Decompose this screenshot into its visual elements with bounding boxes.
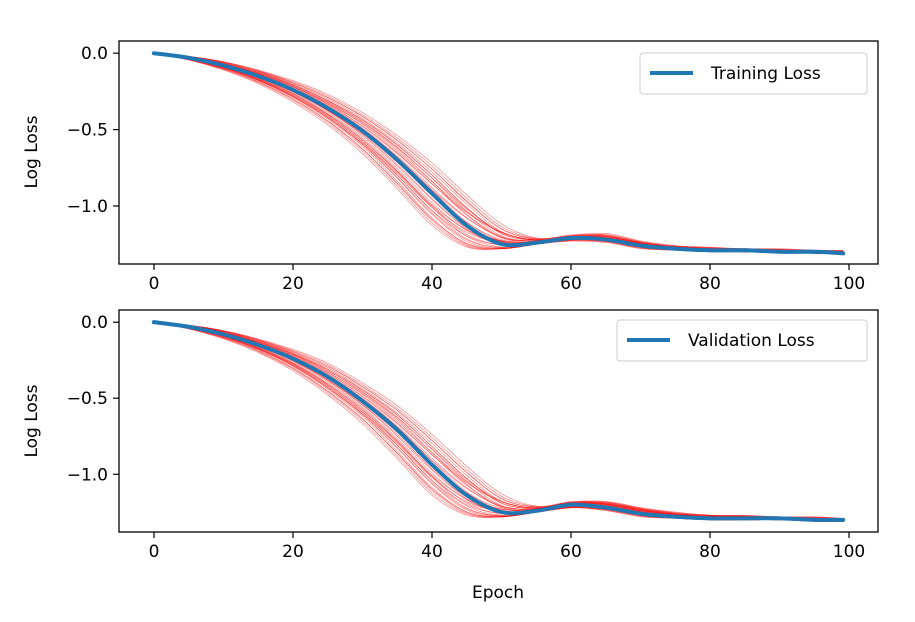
- y-tick-label: 0.0: [81, 44, 108, 64]
- training-legend-box: [639, 52, 868, 95]
- x-tick-label: 40: [421, 274, 443, 294]
- y-tick: −0.5: [67, 121, 119, 141]
- x-axis-label: Epoch: [472, 583, 524, 603]
- validation-panel: 0 20 40 60 80 100 0.0 −0.5 −1.0 Log Loss…: [22, 309, 879, 603]
- validation-legend-label: Validation Loss: [688, 331, 815, 351]
- x-tick-label: 60: [560, 274, 582, 294]
- training-legend: Training Loss: [639, 52, 868, 95]
- x-tick: 80: [699, 264, 721, 294]
- x-tick-label: 40: [421, 542, 443, 562]
- mean-line: [151, 320, 846, 522]
- x-tick-label: 20: [282, 274, 304, 294]
- training-mean: [151, 51, 846, 256]
- y-tick-label: −0.5: [67, 121, 108, 141]
- y-tick: −1.0: [67, 197, 119, 217]
- x-tick-label: 80: [699, 542, 721, 562]
- validation-legend: Validation Loss: [616, 319, 868, 362]
- validation-mean: [151, 320, 846, 522]
- y-tick: 0.0: [81, 313, 119, 333]
- training-panel: 0 20 40 60 80 100 0.0 −0.5 −1.0 Log Loss…: [22, 40, 879, 294]
- training-plot-area: [151, 51, 846, 256]
- x-tick: 40: [421, 532, 443, 562]
- x-tick-label: 20: [282, 542, 304, 562]
- x-tick-label: 60: [560, 542, 582, 562]
- training-axes-frame: [118, 40, 879, 265]
- y-tick-label: −1.0: [67, 465, 108, 485]
- x-tick: 0: [149, 532, 160, 562]
- training-y-axis: 0.0 −0.5 −1.0: [67, 44, 119, 217]
- y-tick-label: 0.0: [81, 313, 108, 333]
- run-line: [153, 321, 844, 519]
- mean-line: [151, 51, 846, 256]
- x-tick: 100: [833, 264, 865, 294]
- validation-y-axis-label: Log Loss: [22, 384, 42, 457]
- run-line: [153, 321, 844, 520]
- x-tick-label: 0: [149, 542, 160, 562]
- validation-x-axis: 0 20 40 60 80 100: [149, 532, 865, 562]
- validation-axes-frame: [118, 309, 879, 533]
- x-tick: 100: [833, 532, 865, 562]
- run-line: [153, 321, 844, 520]
- x-tick-label: 100: [833, 274, 865, 294]
- x-tick: 60: [560, 264, 582, 294]
- x-tick: 20: [282, 532, 304, 562]
- x-tick: 60: [560, 532, 582, 562]
- x-tick: 20: [282, 264, 304, 294]
- x-tick-label: 100: [833, 542, 865, 562]
- y-tick: 0.0: [81, 44, 119, 64]
- training-legend-label: Training Loss: [710, 64, 821, 84]
- x-tick-label: 0: [149, 274, 160, 294]
- x-tick-label: 80: [699, 274, 721, 294]
- training-y-axis-label: Log Loss: [22, 115, 42, 188]
- training-x-axis: 0 20 40 60 80 100: [149, 264, 865, 294]
- y-tick: −1.0: [67, 465, 119, 485]
- y-tick: −0.5: [67, 389, 119, 409]
- x-tick: 40: [421, 264, 443, 294]
- y-tick-label: −1.0: [67, 197, 108, 217]
- x-tick: 80: [699, 532, 721, 562]
- validation-legend-box: [616, 319, 868, 362]
- y-tick-label: −0.5: [67, 389, 108, 409]
- x-tick: 0: [149, 264, 160, 294]
- validation-plot-area: [151, 320, 846, 522]
- validation-y-axis: 0.0 −0.5 −1.0: [67, 313, 119, 485]
